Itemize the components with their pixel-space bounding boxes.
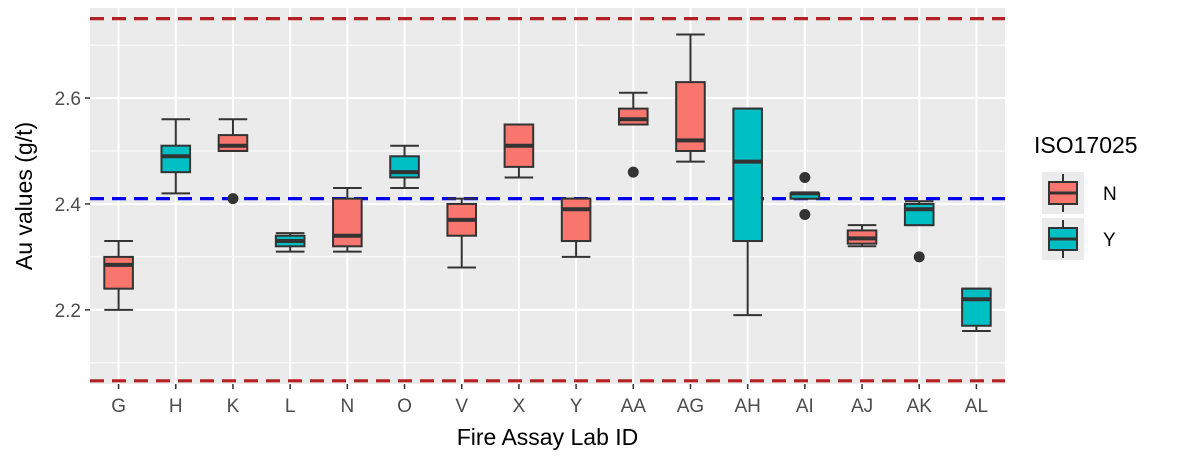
x-tick-label: G	[111, 396, 126, 417]
box-N	[332, 187, 363, 253]
iqr-box	[217, 134, 249, 152]
box-AG	[675, 33, 706, 163]
x-tick-label: V	[455, 396, 468, 417]
outlier-point	[627, 166, 639, 178]
x-axis: G H K L N O V X Y AA AG AH AI AJ AK AL	[111, 384, 988, 417]
x-tick-label: H	[169, 396, 183, 417]
x-tick-label: AA	[621, 396, 647, 417]
y-tick-label: 2.6	[55, 89, 81, 110]
y-tick-label: 2.2	[55, 301, 81, 322]
x-tick-label: O	[397, 396, 412, 417]
iqr-box	[903, 202, 935, 227]
x-axis-title: Fire Assay Lab ID	[457, 424, 639, 450]
legend-label: N	[1103, 184, 1117, 205]
x-tick-label: AI	[796, 396, 814, 417]
outlier-point	[227, 193, 239, 205]
outlier-point	[913, 251, 925, 263]
legend: ISO17025 N Y	[1034, 132, 1138, 260]
x-tick-label: Y	[570, 396, 583, 417]
box-O	[389, 144, 420, 190]
legend-label: Y	[1103, 230, 1116, 251]
iqr-box	[560, 197, 592, 243]
iqr-box	[732, 107, 763, 243]
box-X	[503, 123, 535, 179]
box-AA	[617, 91, 649, 178]
box-AH	[732, 107, 763, 317]
iqr-box	[389, 155, 420, 179]
iqr-box	[617, 107, 649, 126]
legend-item-Y: Y	[1042, 218, 1116, 260]
legend-title: ISO17025	[1034, 132, 1138, 158]
y-axis-title: Au values (g/t)	[11, 122, 37, 270]
x-tick-label: L	[285, 396, 296, 417]
x-tick-label: AG	[677, 396, 704, 417]
x-tick-label: AJ	[851, 396, 873, 417]
outlier-point	[799, 171, 811, 183]
box-Y	[560, 197, 592, 258]
outlier-point	[799, 209, 811, 221]
x-tick-label: AL	[965, 396, 988, 417]
x-tick-label: AH	[734, 396, 760, 417]
box-K	[217, 118, 249, 205]
box-V	[446, 197, 478, 269]
box-AI	[789, 171, 821, 221]
x-tick-label: N	[340, 396, 354, 417]
box-series	[103, 33, 992, 333]
box-AK	[903, 200, 935, 263]
x-tick-label: K	[227, 396, 240, 417]
iqr-box	[332, 197, 363, 248]
x-tick-label: AK	[907, 396, 933, 417]
iqr-box	[160, 144, 192, 174]
box-L	[274, 232, 306, 253]
iqr-box	[103, 255, 134, 290]
box-H	[160, 118, 192, 195]
y-tick-label: 2.4	[55, 195, 82, 216]
plot-panel	[90, 8, 1005, 384]
legend-item-N: N	[1042, 172, 1117, 214]
x-tick-label: X	[513, 396, 526, 417]
box-AJ	[846, 224, 878, 248]
y-axis: 2.2 2.4 2.6	[55, 89, 90, 322]
iqr-box	[961, 287, 992, 327]
box-G	[103, 240, 134, 311]
box-AL	[961, 287, 992, 333]
